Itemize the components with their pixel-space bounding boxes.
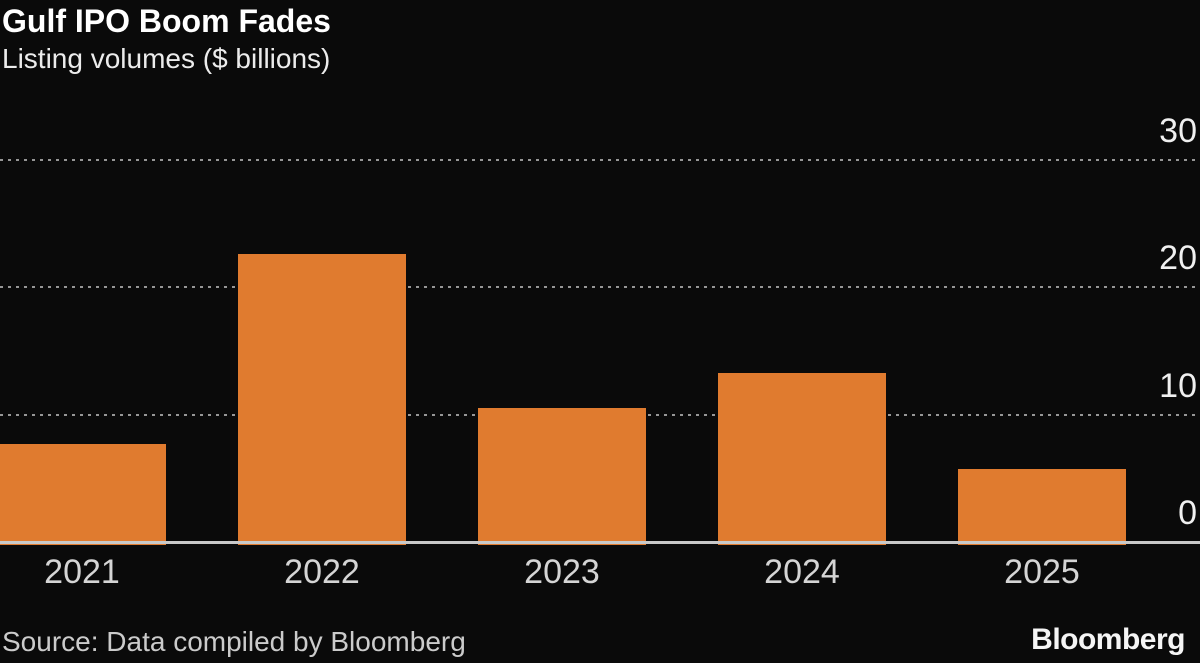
gridline-20	[0, 286, 1200, 288]
bar-2024	[718, 373, 886, 545]
source-note: Source: Data compiled by Bloomberg	[2, 626, 466, 657]
chart-subtitle: Listing volumes ($ billions)	[2, 43, 331, 74]
bar-2022	[238, 254, 406, 545]
y-tick-label-20: 20	[1159, 239, 1197, 277]
x-axis-line	[0, 541, 1200, 544]
y-tick-label-30: 30	[1159, 112, 1197, 150]
y-tick-label-0: 0	[1178, 494, 1197, 532]
x-tick-label-2024: 2024	[764, 553, 840, 591]
gridline-30	[0, 159, 1200, 161]
x-tick-label-2023: 2023	[524, 553, 600, 591]
bar-2023	[478, 408, 646, 545]
x-tick-label-2025: 2025	[1004, 553, 1080, 591]
bar-2021	[0, 444, 166, 545]
y-tick-label-10: 10	[1159, 367, 1197, 405]
bloomberg-logo: Bloomberg	[1031, 623, 1185, 656]
x-tick-label-2021: 2021	[44, 553, 120, 591]
chart-title: Gulf IPO Boom Fades	[2, 3, 331, 39]
bar-2025	[958, 469, 1126, 545]
x-tick-label-2022: 2022	[284, 553, 360, 591]
